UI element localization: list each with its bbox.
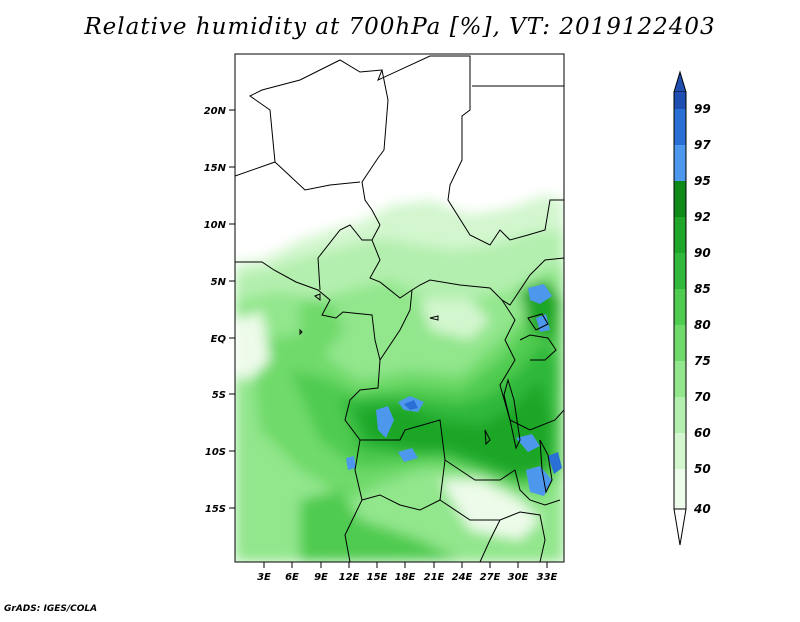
colorbar-segment [674,289,686,325]
lon-label: 27E [480,572,501,583]
lat-label: 15S [205,504,226,515]
lat-label: 20N [204,106,227,117]
colorbar-segment [674,361,686,397]
colorbar-label: 90 [694,246,711,260]
colorbar: 99 97 95 92 90 85 80 75 70 60 50 40 [673,70,711,546]
lon-label: 15E [367,572,388,583]
colorbar-segment [674,433,686,469]
humidity-field [235,54,564,562]
colorbar-label: 70 [694,390,711,404]
lon-label: 9E [314,572,328,583]
lat-label: EQ [211,334,227,345]
lon-axis: 3E 6E 9E 12E 15E 18E 21E 24E 27E 30E 33E [257,562,558,583]
lon-label: 24E [452,572,473,583]
lat-label: 5S [212,390,226,401]
lat-axis: 20N 15N 10N 5N EQ 5S 10S 15S [204,106,235,515]
colorbar-label: 80 [694,318,711,332]
country-borders [235,55,564,562]
credit-text: GrADS: IGES/COLA [4,604,98,614]
lon-label: 12E [339,572,360,583]
lon-label: 3E [257,572,271,583]
colorbar-label: 85 [694,282,711,296]
colorbar-label: 99 [694,102,711,116]
lat-label: 10N [204,220,227,231]
colorbar-label: 50 [694,462,711,476]
lakes [299,293,553,494]
chart-title: Relative humidity at 700hPa [%], VT: 201… [84,14,716,40]
colorbar-top-arrow [673,70,687,93]
colorbar-segment [674,469,686,509]
colorbar-label: 95 [694,174,711,188]
colorbar-segment [674,397,686,433]
lon-label: 18E [395,572,416,583]
lon-label: 30E [508,572,529,583]
colorbar-segment [674,253,686,289]
colorbar-segment [674,109,686,145]
lon-label: 33E [537,572,558,583]
lon-label: 6E [285,572,299,583]
colorbar-segment [674,145,686,181]
colorbar-label: 97 [694,138,711,152]
colorbar-label: 40 [693,502,711,516]
colorbar-segment [674,92,686,109]
colorbar-label: 75 [694,354,711,368]
lat-label: 10S [205,447,226,458]
colorbar-segment [674,217,686,253]
colorbar-segment [674,181,686,217]
colorbar-segment [674,325,686,361]
colorbar-bottom-arrow [673,508,687,546]
colorbar-label: 60 [694,426,711,440]
map-frame [234,53,565,563]
lat-label: 5N [211,277,227,288]
high-humidity-patches [346,284,562,496]
colorbar-label: 92 [694,210,711,224]
lon-label: 21E [424,572,445,583]
lat-label: 15N [204,163,227,174]
